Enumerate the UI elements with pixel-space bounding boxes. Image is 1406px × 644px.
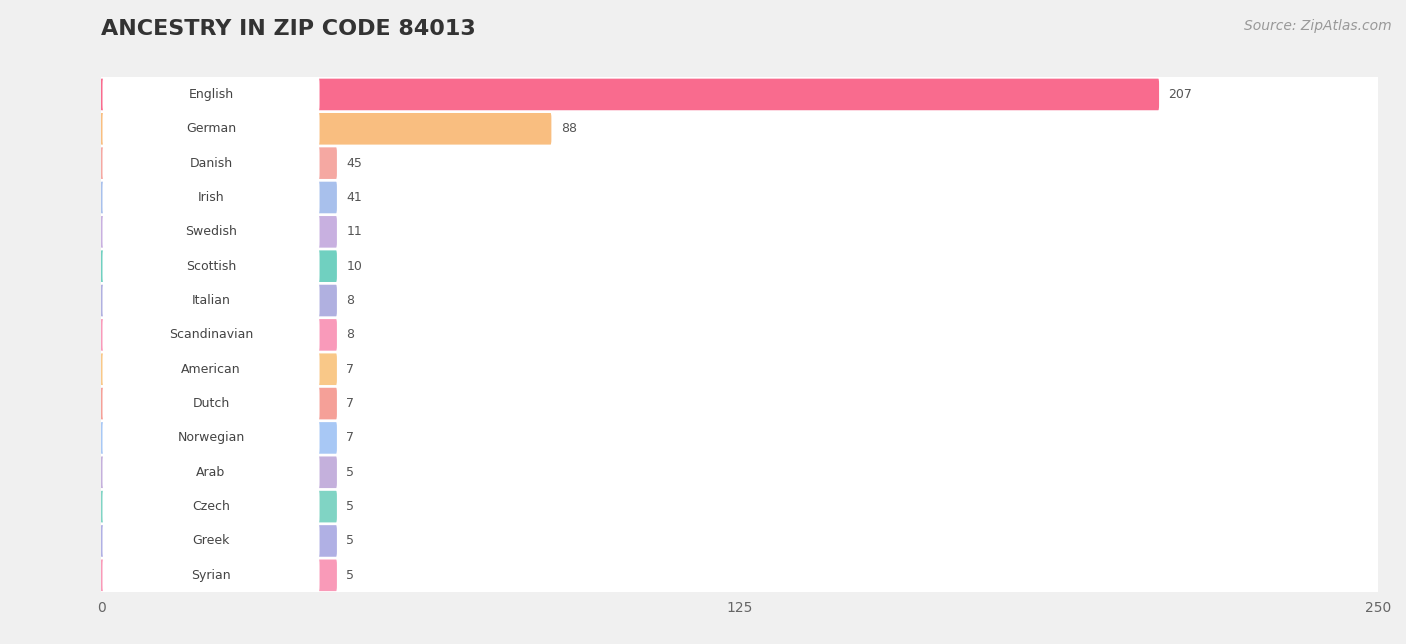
FancyBboxPatch shape xyxy=(100,319,337,351)
FancyBboxPatch shape xyxy=(103,111,319,147)
FancyBboxPatch shape xyxy=(98,164,1381,231)
FancyBboxPatch shape xyxy=(98,370,1381,437)
Text: Source: ZipAtlas.com: Source: ZipAtlas.com xyxy=(1244,19,1392,33)
FancyBboxPatch shape xyxy=(103,420,319,456)
Text: 8: 8 xyxy=(346,328,354,341)
Text: English: English xyxy=(188,88,233,101)
Text: American: American xyxy=(181,363,240,375)
FancyBboxPatch shape xyxy=(103,386,319,422)
FancyBboxPatch shape xyxy=(103,77,319,113)
FancyBboxPatch shape xyxy=(100,182,337,213)
FancyBboxPatch shape xyxy=(100,491,337,522)
Text: Czech: Czech xyxy=(193,500,231,513)
FancyBboxPatch shape xyxy=(103,180,319,216)
Text: 88: 88 xyxy=(561,122,576,135)
FancyBboxPatch shape xyxy=(103,283,319,319)
Text: Norwegian: Norwegian xyxy=(177,431,245,444)
FancyBboxPatch shape xyxy=(103,351,319,387)
FancyBboxPatch shape xyxy=(100,79,1159,110)
FancyBboxPatch shape xyxy=(103,454,319,490)
Text: 7: 7 xyxy=(346,431,354,444)
FancyBboxPatch shape xyxy=(98,439,1381,506)
Text: Greek: Greek xyxy=(193,535,229,547)
FancyBboxPatch shape xyxy=(103,317,319,353)
FancyBboxPatch shape xyxy=(100,147,337,179)
Text: 5: 5 xyxy=(346,466,354,478)
FancyBboxPatch shape xyxy=(100,525,337,557)
FancyBboxPatch shape xyxy=(100,388,337,419)
FancyBboxPatch shape xyxy=(98,336,1381,402)
FancyBboxPatch shape xyxy=(100,422,337,454)
FancyBboxPatch shape xyxy=(100,285,337,316)
FancyBboxPatch shape xyxy=(103,557,319,593)
Text: Danish: Danish xyxy=(190,156,232,169)
FancyBboxPatch shape xyxy=(98,267,1381,334)
FancyBboxPatch shape xyxy=(98,198,1381,265)
Text: Dutch: Dutch xyxy=(193,397,229,410)
FancyBboxPatch shape xyxy=(98,507,1381,574)
FancyBboxPatch shape xyxy=(98,61,1381,128)
FancyBboxPatch shape xyxy=(100,354,337,385)
Text: 5: 5 xyxy=(346,535,354,547)
Text: 10: 10 xyxy=(346,260,363,272)
Text: 7: 7 xyxy=(346,397,354,410)
FancyBboxPatch shape xyxy=(98,130,1381,196)
Text: German: German xyxy=(186,122,236,135)
FancyBboxPatch shape xyxy=(98,95,1381,162)
Text: 207: 207 xyxy=(1168,88,1192,101)
Text: 5: 5 xyxy=(346,500,354,513)
FancyBboxPatch shape xyxy=(100,560,337,591)
FancyBboxPatch shape xyxy=(100,251,337,282)
Text: 11: 11 xyxy=(346,225,363,238)
FancyBboxPatch shape xyxy=(98,404,1381,471)
Text: Irish: Irish xyxy=(198,191,225,204)
FancyBboxPatch shape xyxy=(98,233,1381,299)
FancyBboxPatch shape xyxy=(100,457,337,488)
Text: 7: 7 xyxy=(346,363,354,375)
FancyBboxPatch shape xyxy=(100,113,551,145)
FancyBboxPatch shape xyxy=(103,145,319,181)
FancyBboxPatch shape xyxy=(103,214,319,250)
Text: Italian: Italian xyxy=(191,294,231,307)
Text: Swedish: Swedish xyxy=(186,225,238,238)
Text: Syrian: Syrian xyxy=(191,569,231,582)
FancyBboxPatch shape xyxy=(103,248,319,284)
Text: Arab: Arab xyxy=(197,466,225,478)
FancyBboxPatch shape xyxy=(100,216,337,248)
FancyBboxPatch shape xyxy=(98,301,1381,368)
Text: ANCESTRY IN ZIP CODE 84013: ANCESTRY IN ZIP CODE 84013 xyxy=(101,19,477,39)
FancyBboxPatch shape xyxy=(98,473,1381,540)
Text: Scandinavian: Scandinavian xyxy=(169,328,253,341)
FancyBboxPatch shape xyxy=(103,523,319,559)
Text: 45: 45 xyxy=(346,156,363,169)
Text: 8: 8 xyxy=(346,294,354,307)
FancyBboxPatch shape xyxy=(98,542,1381,609)
Text: 5: 5 xyxy=(346,569,354,582)
FancyBboxPatch shape xyxy=(103,489,319,525)
Text: 41: 41 xyxy=(346,191,363,204)
Text: Scottish: Scottish xyxy=(186,260,236,272)
